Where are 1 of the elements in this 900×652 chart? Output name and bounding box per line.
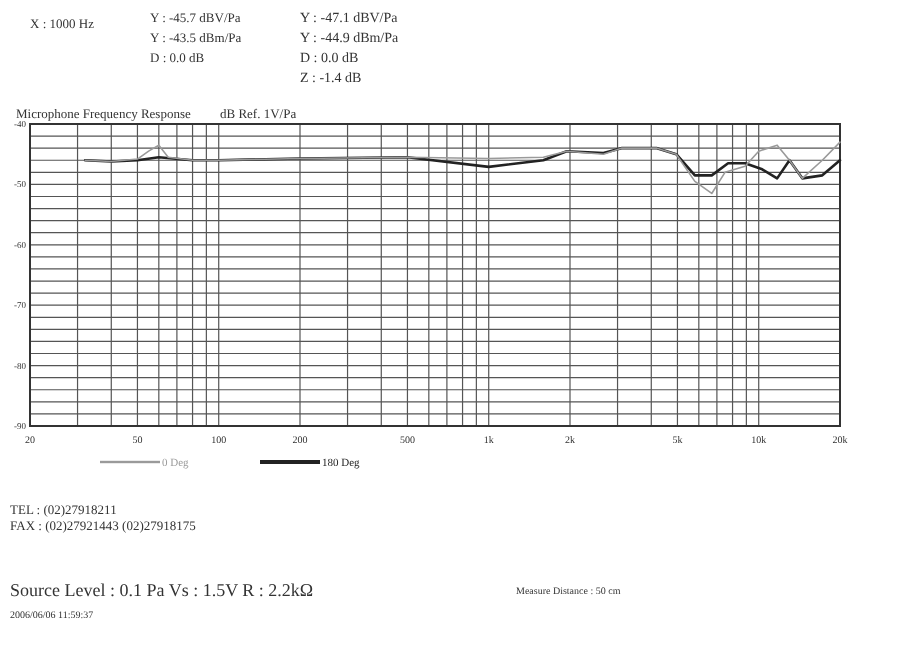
source-note: Source Level : 0.1 Pa Vs : 1.5V R : 2.2kΩ [10, 580, 314, 600]
